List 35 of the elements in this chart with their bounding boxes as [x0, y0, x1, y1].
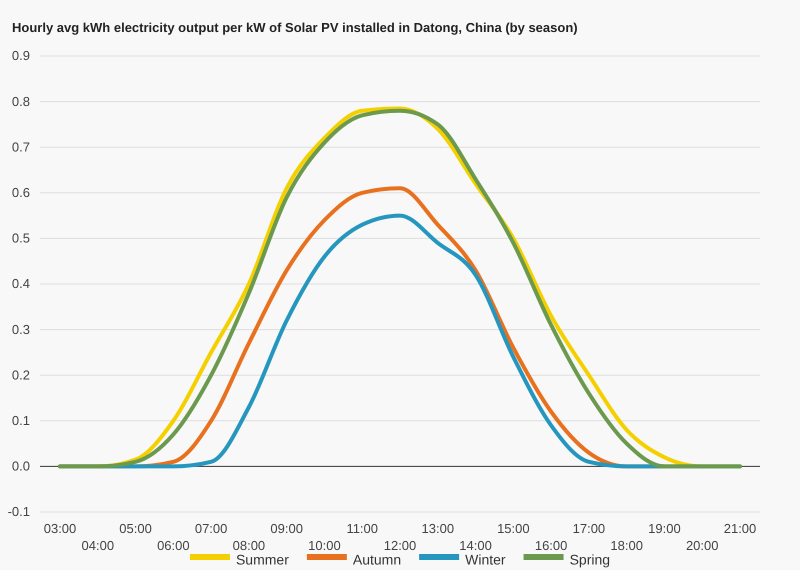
x-tick-label: 05:00 — [119, 521, 152, 536]
y-tick-label: 0.5 — [12, 230, 30, 246]
y-tick-label: 0.0 — [12, 458, 30, 474]
x-tick-label: 20:00 — [686, 538, 718, 553]
y-tick-label: 0.1 — [12, 412, 30, 428]
x-tick-label: 18:00 — [610, 538, 643, 553]
x-tick-label: 12:00 — [384, 538, 416, 553]
y-tick-label: 0.9 — [12, 48, 30, 64]
x-tick-label: 09:00 — [270, 521, 303, 536]
legend-label: Summer — [236, 551, 290, 568]
x-tick-label: 14:00 — [459, 538, 492, 553]
x-tick-label: 10:00 — [308, 538, 341, 553]
x-tick-label: 07:00 — [194, 521, 228, 536]
x-tick-label: 21:00 — [724, 521, 756, 536]
y-tick-label: 0.2 — [12, 367, 30, 382]
y-tick-label: 0.6 — [12, 184, 30, 200]
x-tick-label: 17:00 — [572, 521, 606, 536]
y-tick-label: -0.1 — [8, 504, 30, 520]
chart-title: Hourly avg kWh electricity output per kW of Solar PV installed in Datong, China (by season) — [12, 20, 578, 35]
x-tick-label: 15:00 — [497, 521, 530, 536]
legend-label: Spring — [570, 551, 610, 568]
x-tick-label: 08:00 — [232, 538, 266, 553]
legend-label: Autumn — [352, 551, 402, 568]
legend-label: Winter — [465, 551, 506, 568]
x-tick-label: 16:00 — [534, 538, 568, 553]
y-tick-label: 0.7 — [12, 139, 30, 154]
x-tick-label: 19:00 — [648, 521, 681, 536]
x-tick-label: 03:00 — [44, 521, 76, 536]
y-tick-label: 0.3 — [12, 322, 30, 337]
x-tick-label: 11:00 — [346, 521, 378, 536]
x-tick-label: 04:00 — [82, 538, 114, 553]
y-tick-label: 0.4 — [12, 276, 30, 292]
x-tick-label: 06:00 — [157, 538, 190, 553]
y-tick-label: 0.8 — [12, 94, 30, 109]
x-tick-label: 13:00 — [422, 521, 454, 536]
